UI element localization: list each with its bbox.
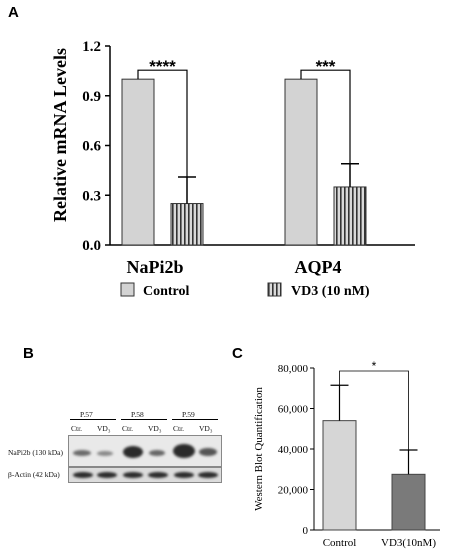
y-tick-label: 0.6 (82, 139, 101, 155)
category-label: Control (323, 537, 357, 549)
y-tick-label: 80,000 (278, 363, 309, 375)
lane-label-vd3: VD₃ (97, 424, 111, 433)
y-tick-label: 20,000 (278, 485, 309, 497)
bar (391, 473, 426, 531)
bar (322, 420, 357, 531)
significance-bracket (339, 370, 409, 451)
y-tick-label: 1.2 (82, 39, 101, 55)
bar-control (121, 78, 155, 246)
y-tick-label: 0 (303, 525, 309, 537)
napi2b-blot-image (68, 435, 222, 467)
bar-control (284, 78, 318, 246)
group-label-p57: P.57 (80, 410, 93, 419)
row-label-actin: β-Actin (42 kDa) (8, 470, 60, 479)
category-label: VD3(10nM) (381, 537, 436, 549)
significance-stars: **** (149, 57, 176, 76)
group-underline (172, 419, 218, 420)
y-tick-label: 0.0 (82, 238, 101, 254)
significance-bracket (300, 69, 351, 164)
lane-label-ctr: Ctr. (71, 424, 83, 433)
western-quant-chart: Western Blot Quantification 0 20,000 40,00… (253, 359, 440, 549)
actin-blot-image (68, 467, 222, 483)
legend-swatch-control (120, 282, 135, 297)
western-blot: P.57 P.58 P.59 Ctr. VD₃ Ctr. VD₃ Ctr. VD… (0, 400, 230, 500)
y-tick-label: 0.9 (82, 89, 101, 105)
y-tick-label: 0.3 (82, 188, 101, 204)
y-tick-label: 60,000 (278, 404, 309, 416)
panel-a-label: A (8, 4, 19, 21)
lane-label-vd3: VD₃ (148, 424, 162, 433)
legend-label-vd3: VD3 (10 nM) (291, 284, 370, 299)
group-underline (70, 419, 116, 420)
significance-star: * (372, 359, 377, 373)
legend-swatch-vd3 (267, 282, 282, 297)
group-label-p58: P.58 (131, 410, 144, 419)
group-underline (121, 419, 167, 420)
lane-label-vd3: VD₃ (199, 424, 213, 433)
panel-b-label: B (23, 345, 34, 362)
significance-stars: *** (316, 57, 336, 76)
y-axis-label: Relative mRNA Levels (50, 48, 70, 222)
panel-c-label: C (232, 345, 243, 362)
lane-label-ctr: Ctr. (122, 424, 134, 433)
category-label: AQP4 (295, 257, 342, 277)
y-tick-label: 40,000 (278, 444, 309, 456)
significance-bracket (137, 69, 188, 178)
bar-vd3 (333, 186, 367, 246)
category-label: NaPi2b (126, 257, 183, 277)
row-label-napi2b: NaPi2b (130 kDa) (8, 448, 63, 457)
y-axis-label: Western Blot Quantification (253, 387, 265, 511)
legend-label-control: Control (143, 284, 190, 299)
bar-vd3 (170, 203, 204, 246)
mrna-bar-chart: Relative mRNA Levels 0.0 0.3 0.6 0.9 1.2 NaPi… (50, 39, 415, 299)
lane-label-ctr: Ctr. (173, 424, 185, 433)
group-label-p59: P.59 (182, 410, 195, 419)
